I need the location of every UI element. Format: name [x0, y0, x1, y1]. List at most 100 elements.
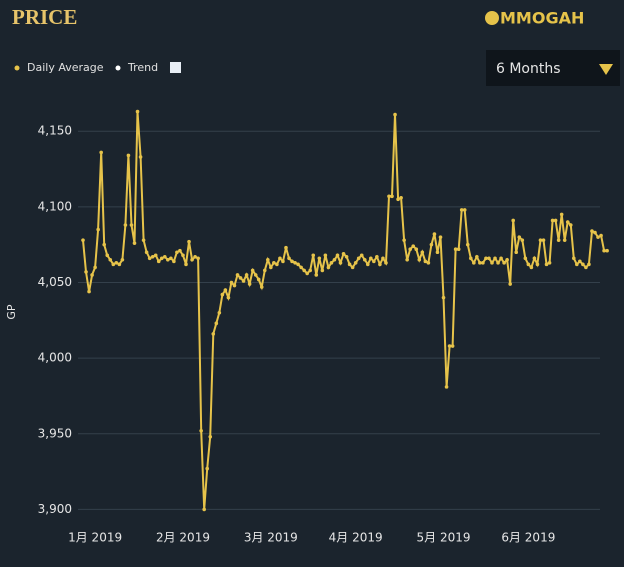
point — [181, 253, 185, 258]
point — [247, 282, 252, 286]
point — [465, 242, 470, 247]
point — [578, 259, 582, 264]
point — [399, 195, 403, 200]
y-tick-label: 3,950 — [38, 426, 72, 440]
point — [441, 295, 446, 300]
legend-label[interactable]: Daily Average — [27, 61, 104, 74]
dropdown[interactable] — [486, 50, 620, 86]
point — [132, 241, 137, 245]
point — [266, 258, 270, 262]
point — [375, 254, 379, 259]
point — [605, 248, 609, 253]
point — [478, 261, 482, 265]
point — [429, 242, 434, 247]
legend-marker — [14, 65, 20, 71]
point — [138, 155, 143, 159]
point — [278, 256, 282, 261]
point — [526, 262, 531, 267]
point — [550, 218, 555, 223]
point — [241, 279, 246, 283]
point — [287, 256, 291, 261]
point — [396, 197, 400, 202]
y-tick-label: 4,100 — [38, 199, 72, 213]
point — [205, 466, 210, 471]
point — [535, 262, 540, 267]
y-tick-label: 4,000 — [38, 351, 72, 365]
point — [226, 295, 231, 300]
x-tick-label: 2月 2019 — [156, 531, 210, 545]
point — [450, 344, 455, 348]
point — [502, 261, 506, 265]
point — [444, 385, 449, 389]
point — [326, 265, 331, 270]
point — [556, 238, 561, 242]
point — [199, 428, 203, 433]
point — [590, 229, 594, 233]
point — [596, 235, 600, 239]
point — [435, 250, 440, 255]
point — [169, 256, 173, 261]
point — [214, 321, 219, 326]
point — [523, 256, 528, 261]
point — [244, 273, 249, 277]
point — [90, 273, 94, 277]
y-axis-label: GP — [5, 304, 18, 320]
point — [493, 256, 497, 261]
point — [426, 261, 431, 265]
point — [384, 261, 388, 265]
point — [581, 262, 585, 267]
x-tick-label: 6月 2019 — [501, 531, 555, 545]
point — [359, 253, 364, 258]
point — [299, 265, 303, 270]
legend-label[interactable]: Trend — [127, 61, 158, 74]
point — [99, 150, 103, 155]
point — [87, 289, 91, 294]
point — [123, 223, 128, 227]
point — [105, 253, 110, 258]
point — [587, 262, 591, 267]
point — [559, 212, 564, 217]
point — [490, 261, 494, 265]
point — [356, 256, 361, 261]
point — [599, 233, 603, 238]
point — [232, 283, 237, 288]
point — [141, 238, 146, 242]
point — [553, 218, 558, 223]
point — [190, 258, 194, 262]
point — [211, 332, 216, 336]
point — [144, 250, 149, 255]
point — [484, 256, 488, 261]
point — [135, 109, 140, 114]
point — [468, 256, 473, 261]
point — [305, 271, 309, 276]
dropdown-label[interactable]: 6 Months — [496, 61, 561, 77]
point — [565, 220, 570, 224]
dropdown-arrow[interactable] — [599, 64, 613, 75]
point — [547, 261, 552, 265]
point — [208, 435, 213, 439]
point — [172, 259, 176, 264]
point — [102, 242, 107, 247]
point — [369, 256, 373, 261]
point — [229, 280, 234, 285]
point — [335, 253, 340, 258]
point — [178, 248, 182, 253]
point — [314, 273, 319, 277]
point — [372, 259, 376, 264]
point — [117, 262, 122, 267]
checkbox[interactable] — [170, 62, 181, 73]
point — [166, 258, 170, 262]
logo-icon — [485, 11, 499, 25]
point — [253, 273, 258, 277]
point — [217, 310, 222, 315]
point — [162, 254, 167, 259]
point — [290, 259, 294, 264]
point — [390, 194, 394, 199]
point — [538, 238, 543, 242]
point — [532, 256, 537, 261]
point — [235, 273, 240, 277]
point — [111, 262, 116, 267]
point — [302, 268, 306, 273]
